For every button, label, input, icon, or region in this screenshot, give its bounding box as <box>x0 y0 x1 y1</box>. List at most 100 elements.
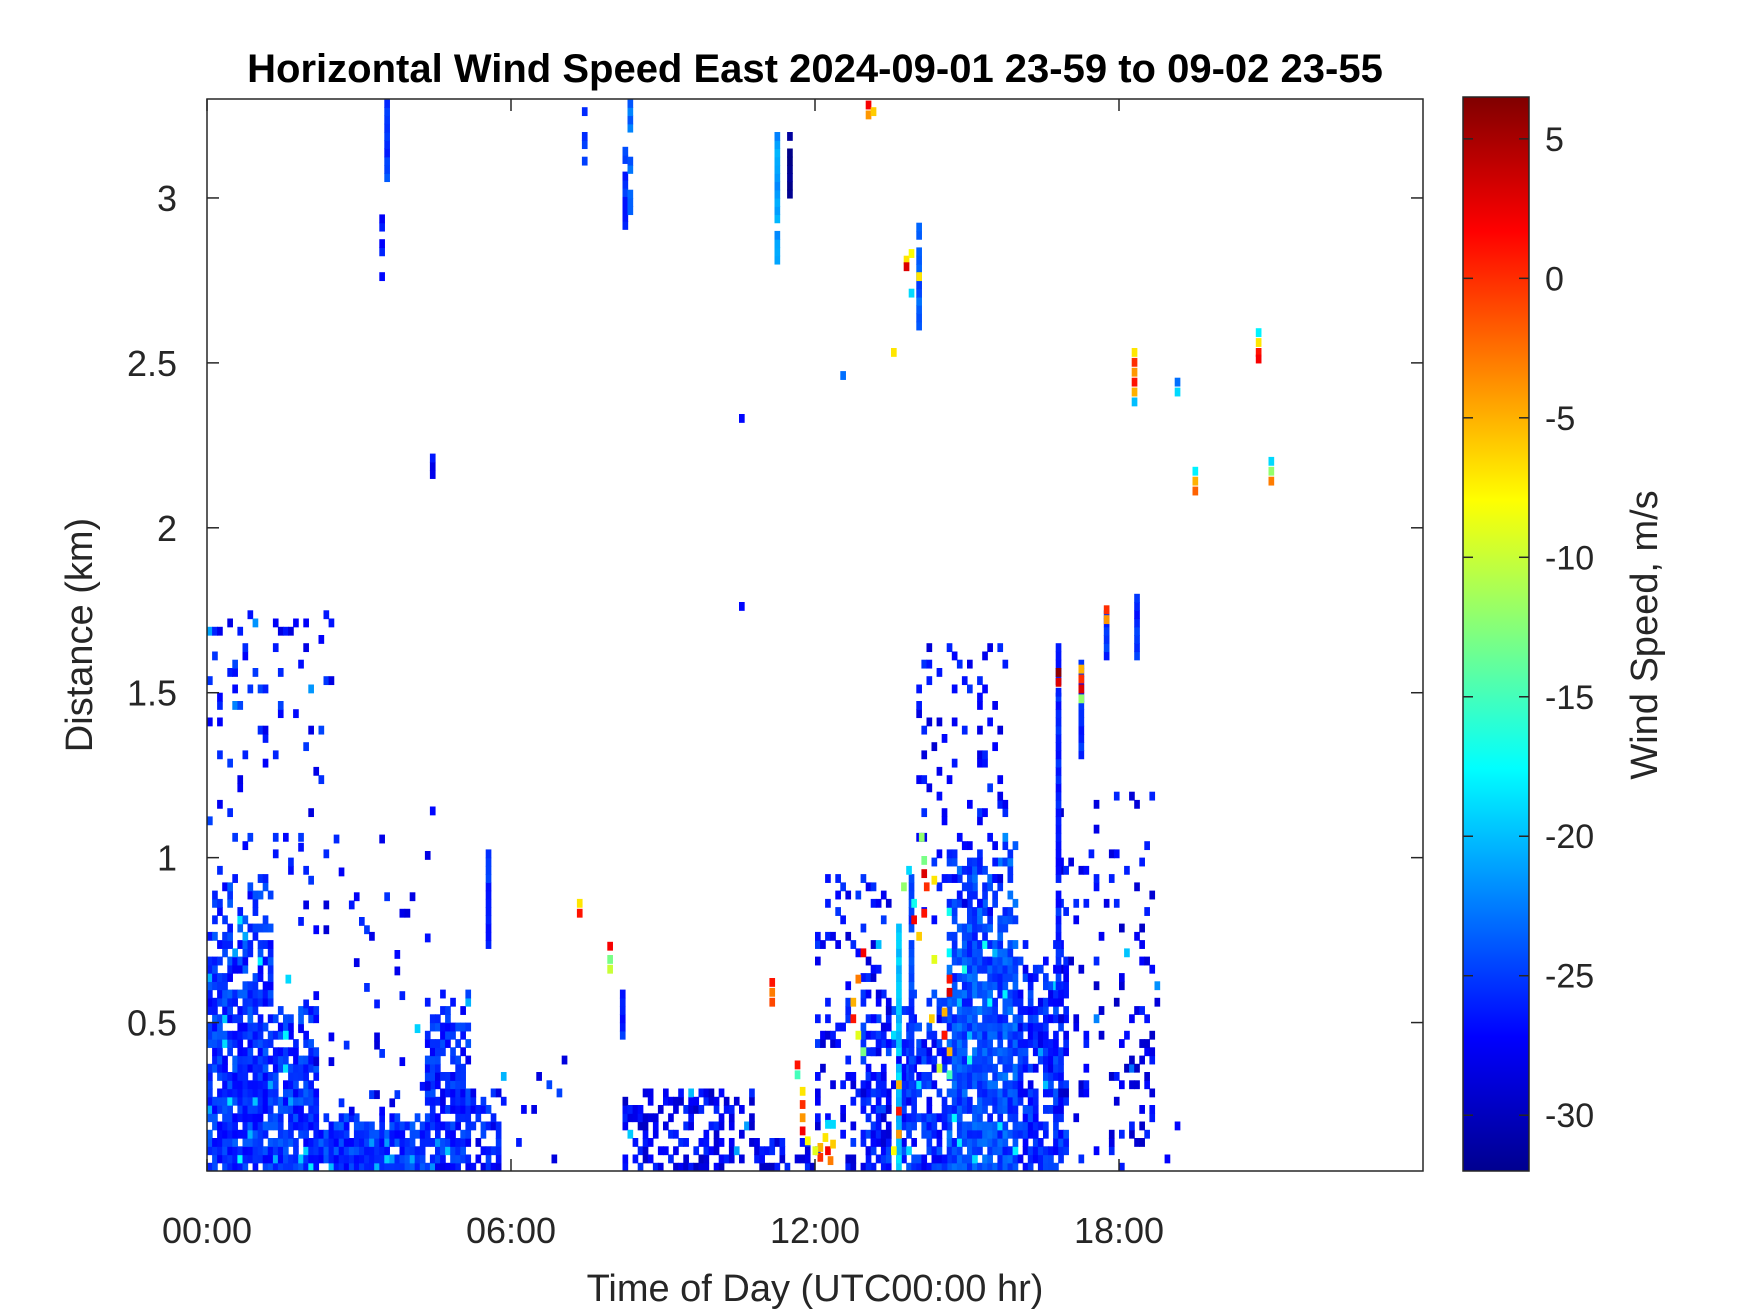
heatmap-cell <box>967 841 973 851</box>
heatmap-cell <box>1022 973 1029 982</box>
heatmap-cell <box>718 1154 725 1164</box>
heatmap-cell <box>232 1154 238 1164</box>
heatmap-cell <box>389 1129 396 1139</box>
heatmap-cell <box>673 1096 679 1106</box>
heatmap-cell <box>1027 1096 1034 1106</box>
heatmap-cell <box>237 1014 244 1024</box>
heatmap-cell <box>1119 981 1125 991</box>
heatmap-cell <box>283 1047 289 1057</box>
heatmap-cell <box>718 1113 725 1123</box>
heatmap-cell <box>303 1088 309 1098</box>
heatmap-cell <box>288 1022 294 1032</box>
heatmap-cell <box>445 1014 451 1024</box>
heatmap-cell <box>445 1146 451 1156</box>
heatmap-cell <box>247 1014 254 1024</box>
heatmap-cell <box>1017 1055 1024 1065</box>
heatmap-cell <box>485 882 492 892</box>
heatmap-cell <box>1093 1014 1100 1024</box>
heatmap-cell <box>908 981 915 991</box>
heatmap-cell <box>257 890 264 900</box>
heatmap-cell <box>308 1039 314 1048</box>
heatmap-cell <box>429 1055 436 1065</box>
heatmap-cell <box>288 1121 294 1131</box>
heatmap-cell <box>247 989 254 999</box>
heatmap-cell <box>237 1146 244 1156</box>
heatmap-cell <box>627 115 634 125</box>
heatmap-cell <box>1012 898 1019 908</box>
heatmap-cell <box>227 1138 233 1147</box>
heatmap-cell <box>1017 1030 1024 1040</box>
heatmap-cell <box>972 1129 978 1139</box>
heatmap-cell <box>997 1039 1004 1048</box>
heatmap-cell <box>652 1129 659 1139</box>
heatmap-point <box>804 1136 811 1146</box>
heatmap-cell <box>247 1063 254 1073</box>
heatmap-cell <box>207 956 213 966</box>
heatmap-cell <box>977 981 983 991</box>
heatmap-cell <box>896 940 902 949</box>
heatmap-cell <box>698 1154 705 1164</box>
heatmap-cell <box>769 1138 776 1147</box>
heatmap-cell <box>414 1154 421 1164</box>
heatmap-point <box>1055 687 1062 697</box>
heatmap-cell <box>845 1154 852 1164</box>
heatmap-cell <box>222 1121 228 1131</box>
heatmap-cell <box>1048 1072 1054 1081</box>
heatmap-cell <box>885 1138 892 1147</box>
heatmap-point <box>1078 674 1085 684</box>
heatmap-cell <box>906 1113 912 1123</box>
heatmap-point <box>1055 668 1062 677</box>
heatmap-cell <box>359 917 365 926</box>
heatmap-cell <box>901 1088 907 1098</box>
heatmap-cell <box>232 1138 238 1147</box>
heatmap-cell <box>901 1072 907 1081</box>
heatmap-cell <box>222 1072 228 1081</box>
heatmap-cell <box>627 165 634 174</box>
heatmap-cell <box>252 1096 259 1106</box>
heatmap-cell <box>1032 1022 1039 1032</box>
heatmap-cell <box>257 948 264 958</box>
heatmap-cell <box>1053 1105 1059 1114</box>
heatmap-cell <box>967 1072 973 1081</box>
heatmap-cell <box>247 1080 254 1090</box>
heatmap-point <box>911 915 917 925</box>
heatmap-cell <box>369 1154 375 1164</box>
heatmap-cell <box>272 1063 279 1073</box>
heatmap-cell <box>946 964 953 974</box>
heatmap-cell <box>1027 1006 1034 1015</box>
heatmap-point <box>860 1047 867 1057</box>
heatmap-cell <box>982 1080 988 1090</box>
heatmap-cell <box>728 1138 735 1147</box>
heatmap-cell <box>987 964 993 974</box>
heatmap-cell <box>921 659 928 669</box>
heatmap-cell <box>257 1039 264 1048</box>
colorbar <box>1462 96 1530 1172</box>
heatmap-cell <box>961 948 968 958</box>
heatmap-cell <box>298 1162 304 1171</box>
heatmap-point <box>946 1047 953 1057</box>
heatmap-cell <box>967 1080 973 1090</box>
heatmap-cell <box>774 255 781 265</box>
heatmap-cell <box>313 1154 320 1164</box>
heatmap-cell <box>1055 758 1062 768</box>
heatmap-cell <box>982 1006 988 1015</box>
heatmap-cell <box>227 1047 233 1057</box>
heatmap-cell <box>815 1121 821 1131</box>
heatmap-cell <box>961 931 968 941</box>
colorbar-tick-label: -25 <box>1545 958 1594 996</box>
heatmap-cell <box>262 1063 269 1073</box>
heatmap-cell <box>703 1146 710 1156</box>
heatmap-cell <box>217 701 223 710</box>
heatmap-cell <box>450 1154 456 1164</box>
heatmap-cell <box>212 1014 218 1024</box>
heatmap-cell <box>956 1096 963 1106</box>
heatmap-cell <box>703 1129 710 1139</box>
heatmap-cell <box>252 898 259 908</box>
heatmap-cell <box>880 1113 887 1123</box>
heatmap-cell <box>622 204 629 214</box>
heatmap-cell <box>972 1113 978 1123</box>
heatmap-cell <box>242 997 249 1007</box>
heatmap-cell <box>384 132 390 141</box>
heatmap-cell <box>217 981 223 991</box>
heatmap-cell <box>353 1113 360 1123</box>
